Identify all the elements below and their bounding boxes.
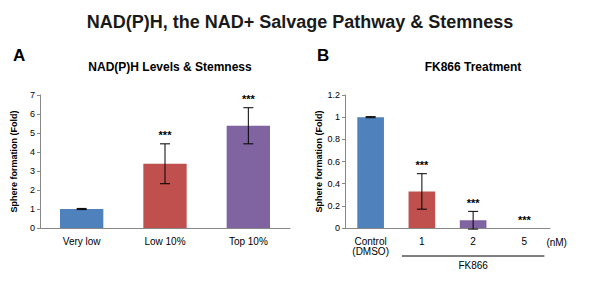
svg-text:Low 10%: Low 10% (144, 236, 185, 247)
svg-text:7: 7 (30, 90, 35, 100)
svg-text:***: *** (415, 159, 429, 171)
svg-text:Sphere formation (Fold): Sphere formation (Fold) (9, 111, 19, 213)
svg-text:NAD(P)H Levels & Stemness: NAD(P)H Levels & Stemness (88, 60, 252, 74)
svg-text:0: 0 (30, 223, 35, 233)
svg-text:4: 4 (30, 147, 35, 157)
svg-text:5: 5 (522, 236, 528, 247)
svg-text:FK866 Treatment: FK866 Treatment (425, 60, 522, 74)
svg-text:***: *** (159, 129, 173, 141)
svg-text:Top 10%: Top 10% (229, 236, 268, 247)
svg-text:6: 6 (30, 109, 35, 119)
svg-text:1: 1 (335, 112, 340, 122)
svg-text:FK866: FK866 (458, 260, 488, 271)
svg-text:1.2: 1.2 (327, 90, 340, 100)
svg-text:0: 0 (335, 223, 340, 233)
svg-text:(DMSO): (DMSO) (352, 246, 389, 257)
svg-text:0.4: 0.4 (327, 179, 340, 189)
svg-text:2: 2 (470, 236, 476, 247)
svg-text:0.6: 0.6 (327, 157, 340, 167)
svg-text:Very low: Very low (63, 236, 102, 247)
svg-text:2: 2 (30, 185, 35, 195)
svg-text:NAD(P)H, the NAD+ Salvage Path: NAD(P)H, the NAD+ Salvage Pathway & Stem… (87, 12, 514, 32)
svg-text:1: 1 (30, 204, 35, 214)
svg-text:A: A (13, 46, 25, 65)
svg-text:B: B (317, 46, 329, 65)
svg-text:***: *** (467, 197, 481, 209)
svg-text:5: 5 (30, 128, 35, 138)
svg-text:***: *** (518, 214, 532, 226)
svg-text:(nM): (nM) (546, 237, 567, 248)
svg-text:Control: Control (354, 235, 387, 247)
svg-text:0.2: 0.2 (327, 201, 340, 211)
svg-text:***: *** (242, 93, 256, 105)
svg-text:Sphere formation (Fold): Sphere formation (Fold) (314, 111, 324, 213)
svg-text:1: 1 (419, 236, 425, 247)
svg-text:3: 3 (30, 166, 35, 176)
svg-text:0.8: 0.8 (327, 134, 340, 144)
